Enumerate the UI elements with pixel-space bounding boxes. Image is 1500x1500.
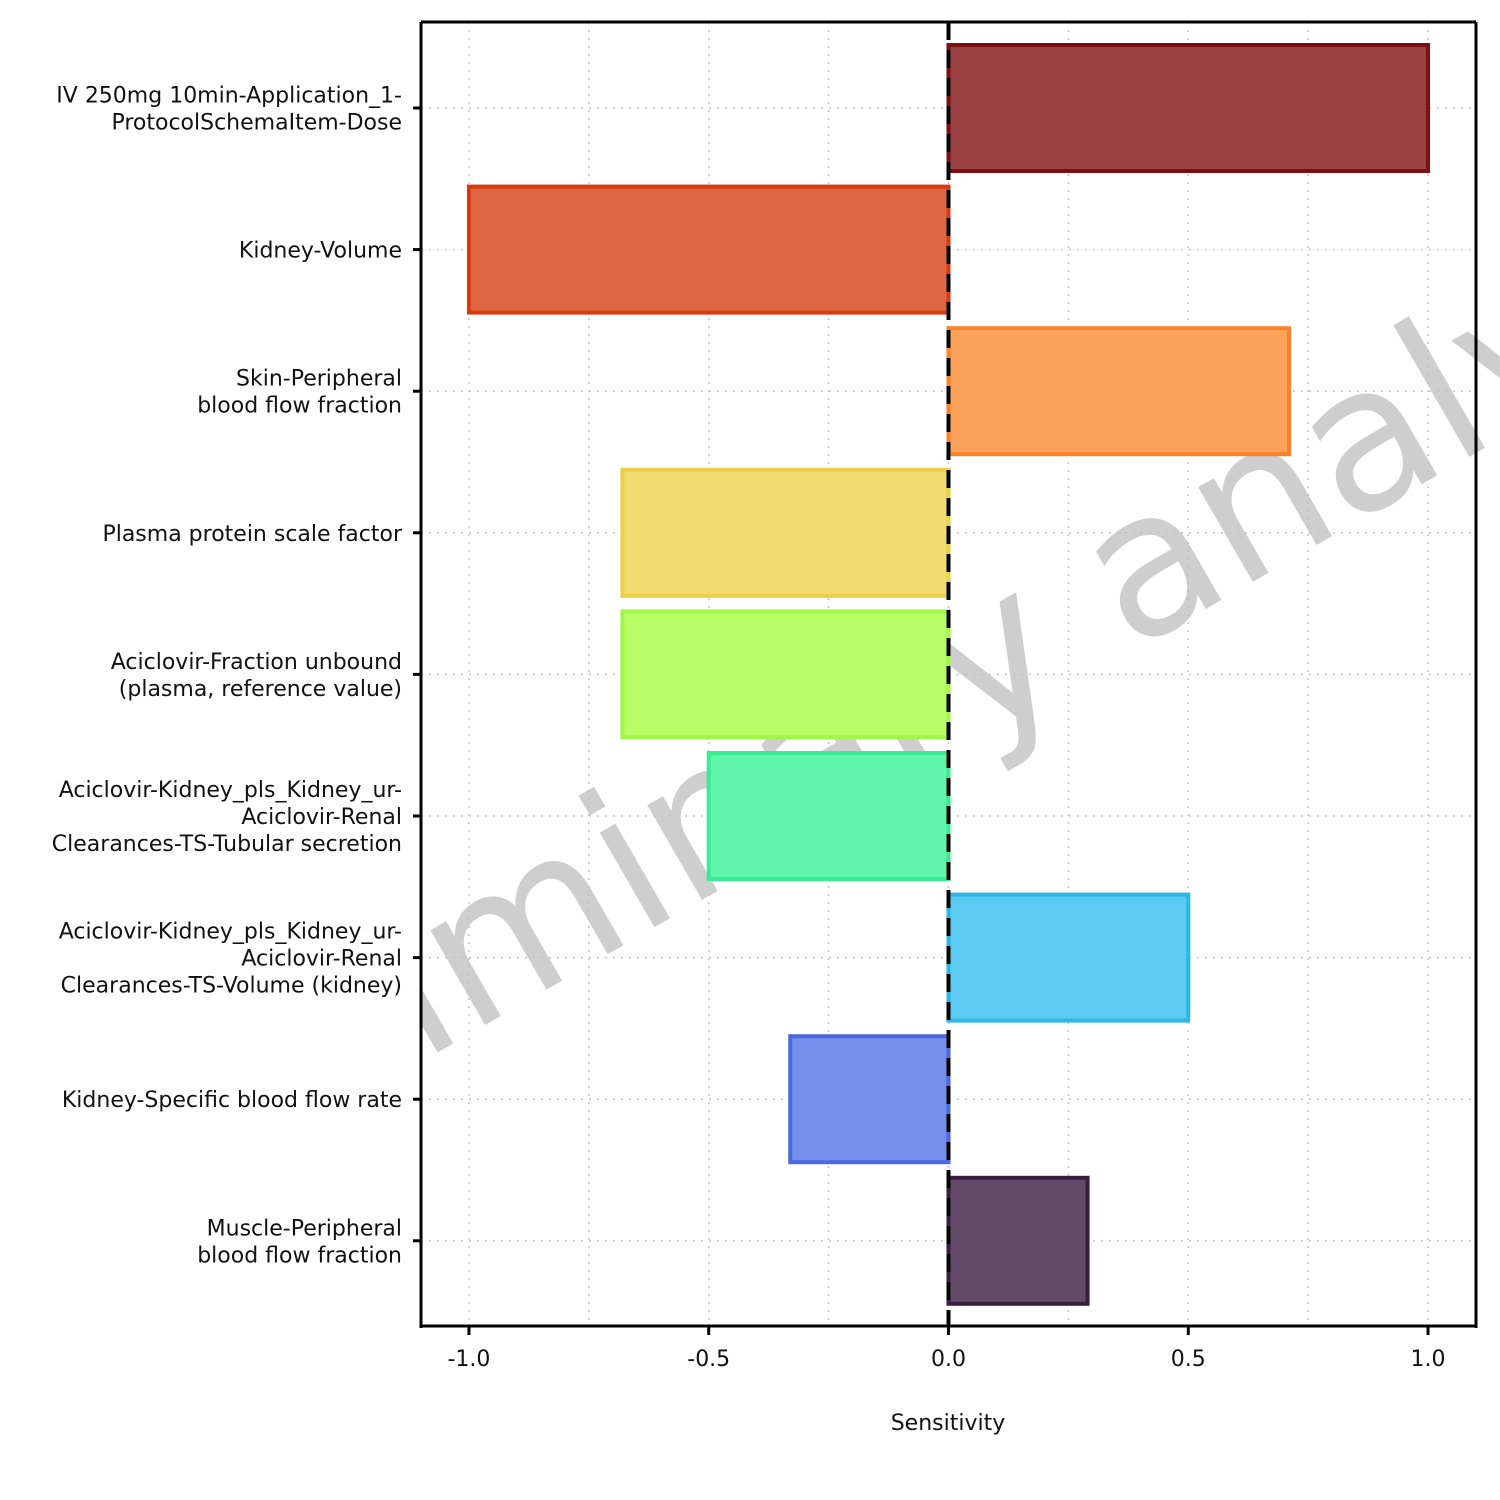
bar — [946, 43, 1431, 173]
category-label: Aciclovir-Kidney_pls_Kidney_ur- — [59, 920, 402, 945]
bars — [466, 43, 1431, 1306]
category-label: blood flow fraction — [197, 394, 402, 419]
bar — [946, 326, 1291, 457]
x-tick-label: 1.0 — [1411, 1347, 1446, 1372]
category-label: ProtocolSchemaItem-Dose — [111, 111, 402, 136]
x-tick-label: 0.5 — [1171, 1347, 1206, 1372]
category-label: Kidney-Specific blood flow rate — [62, 1088, 402, 1113]
y-axis-ticks: IV 250mg 10min-Application_1-ProtocolSch… — [52, 84, 421, 1268]
bar — [946, 892, 1191, 1023]
category-label: IV 250mg 10min-Application_1- — [56, 84, 402, 109]
x-axis-ticks: -1.0 -0.5 0.0 0.5 1.0 — [447, 1326, 1446, 1372]
category-label: (plasma, reference value) — [119, 677, 402, 702]
category-label: Skin-Peripheral — [236, 367, 402, 392]
category-label: Aciclovir-Kidney_pls_Kidney_ur- — [59, 778, 402, 803]
category-label: Aciclovir-Fraction unbound — [111, 650, 402, 675]
x-tick-label: -0.5 — [687, 1347, 730, 1372]
bar — [620, 609, 951, 740]
x-tick-label: 0.0 — [931, 1347, 966, 1372]
bar — [788, 1034, 951, 1165]
category-label: blood flow fraction — [197, 1243, 402, 1268]
bar — [946, 1175, 1090, 1306]
category-label: Aciclovir-Renal — [241, 947, 402, 972]
category-label: Kidney-Volume — [239, 239, 402, 264]
x-tick-label: -1.0 — [447, 1347, 490, 1372]
category-label: Clearances-TS-Volume (kidney) — [61, 974, 402, 999]
bar — [706, 751, 951, 881]
category-label: Plasma protein scale factor — [102, 522, 403, 547]
category-label: Aciclovir-Renal — [241, 805, 402, 830]
category-label: Clearances-TS-Tubular secretion — [52, 832, 402, 857]
category-label: Muscle-Peripheral — [207, 1216, 402, 1241]
bar — [620, 467, 951, 598]
x-axis-title: Sensitivity — [891, 1411, 1006, 1436]
bar — [466, 184, 951, 315]
